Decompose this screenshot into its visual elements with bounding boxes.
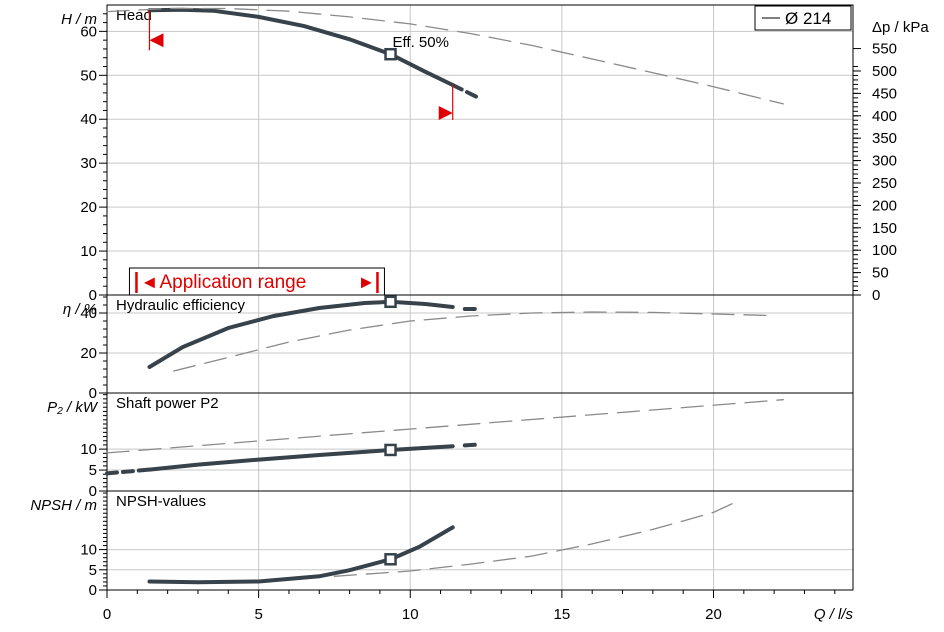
duty-point-marker <box>384 443 397 457</box>
panel-1: 0 20 40η / % Hydraulic efficiency <box>63 294 854 402</box>
y2-tick-label: 350 <box>872 130 897 147</box>
y-tick-label: 40 <box>80 111 97 128</box>
panel-frame <box>106 392 854 492</box>
y2-tick-label: 450 <box>872 85 897 102</box>
curve-dashed <box>106 399 784 454</box>
curve-dashed <box>105 467 152 476</box>
y-axis-label: H / m <box>61 11 97 28</box>
y-tick-label: 10 <box>80 243 97 260</box>
efficiency-annotation: Eff. 50% <box>393 34 449 51</box>
y-tick-label: 5 <box>89 462 97 479</box>
y-tick-label: 60 <box>80 23 97 40</box>
duty-point-marker <box>384 295 397 309</box>
y-tick-label: 0 <box>89 385 97 402</box>
y-axis-label: NPSH / m <box>30 497 97 514</box>
y-tick-label: 40 <box>80 305 97 322</box>
y-tick-label: 20 <box>80 199 97 216</box>
panel-title: NPSH-values <box>116 493 206 510</box>
curve-solid <box>147 7 455 87</box>
x-tick-label: 10 <box>402 606 419 623</box>
duty-point-marker <box>384 553 397 566</box>
y2-tick-label: 300 <box>872 153 897 170</box>
y2-tick-label: 200 <box>872 197 897 214</box>
curve-solid <box>147 444 455 472</box>
y-tick-label: 30 <box>80 155 97 172</box>
y-tick-label: 20 <box>80 345 97 362</box>
y-axis-label: η / % <box>63 301 97 318</box>
panel-2: 0 5 10 P₂ / kW Shaft power P2 <box>47 392 854 500</box>
duty-point-marker <box>384 47 397 61</box>
curve-solid <box>147 299 455 369</box>
x-axis: 0 5 10 15 20 Q / l/s <box>103 590 854 623</box>
panel-frame <box>106 490 854 591</box>
grid-lines <box>258 5 715 590</box>
range-box-frame <box>128 267 385 296</box>
x-tick-label: 15 <box>554 606 571 623</box>
x-tick-label: 0 <box>103 606 111 623</box>
y2-tick-label: 50 <box>872 265 889 282</box>
x-tick-label: 5 <box>254 606 262 623</box>
y2-tick-label: 0 <box>872 287 880 304</box>
curve-dashed <box>173 311 775 372</box>
y2-tick-label: 100 <box>872 242 897 259</box>
y-axis-label: P₂ / kW <box>47 399 99 416</box>
curve-dashed <box>462 442 482 448</box>
curve-dashed <box>333 500 739 577</box>
y2-tick-label: 150 <box>872 220 897 237</box>
curve-dashed <box>106 7 784 105</box>
y2-tick-label: 550 <box>872 41 897 58</box>
y-tick-label: 10 <box>80 441 97 458</box>
application-range-box: ◄ Application range ► <box>128 267 385 296</box>
curve-dashed <box>450 83 482 101</box>
y2-tick-label: 250 <box>872 175 897 192</box>
y-tick-label: 5 <box>89 562 97 579</box>
y-tick-label: 0 <box>89 582 97 599</box>
legend: Ø 214 <box>754 5 852 31</box>
y-tick-label: 0 <box>89 483 97 500</box>
range-left-arrow: ◄ <box>140 272 158 292</box>
curve-solid <box>147 525 455 585</box>
panel-3: 0 5 10 NPSH / m NPSH-values <box>30 490 854 599</box>
y2-tick-label: 400 <box>872 108 897 125</box>
y2-tick-label: 500 <box>872 63 897 80</box>
x-axis-label: Q / l/s <box>814 606 854 623</box>
range-right-arrow: ► <box>357 272 375 292</box>
panel-title: Shaft power P2 <box>116 395 219 412</box>
panel-title: Hydraulic efficiency <box>116 297 245 314</box>
y-tick-label: 0 <box>89 287 97 304</box>
range-start-arrow <box>149 33 164 48</box>
y-tick-label: 50 <box>80 67 97 84</box>
range-end-arrow <box>438 105 453 120</box>
y-tick-label: 10 <box>80 542 97 559</box>
legend-label: Ø 214 <box>785 9 831 28</box>
application-range-label: Application range <box>159 272 306 293</box>
y2-axis-label: Δp / kPa <box>872 19 929 36</box>
x-tick-label: 20 <box>705 606 722 623</box>
